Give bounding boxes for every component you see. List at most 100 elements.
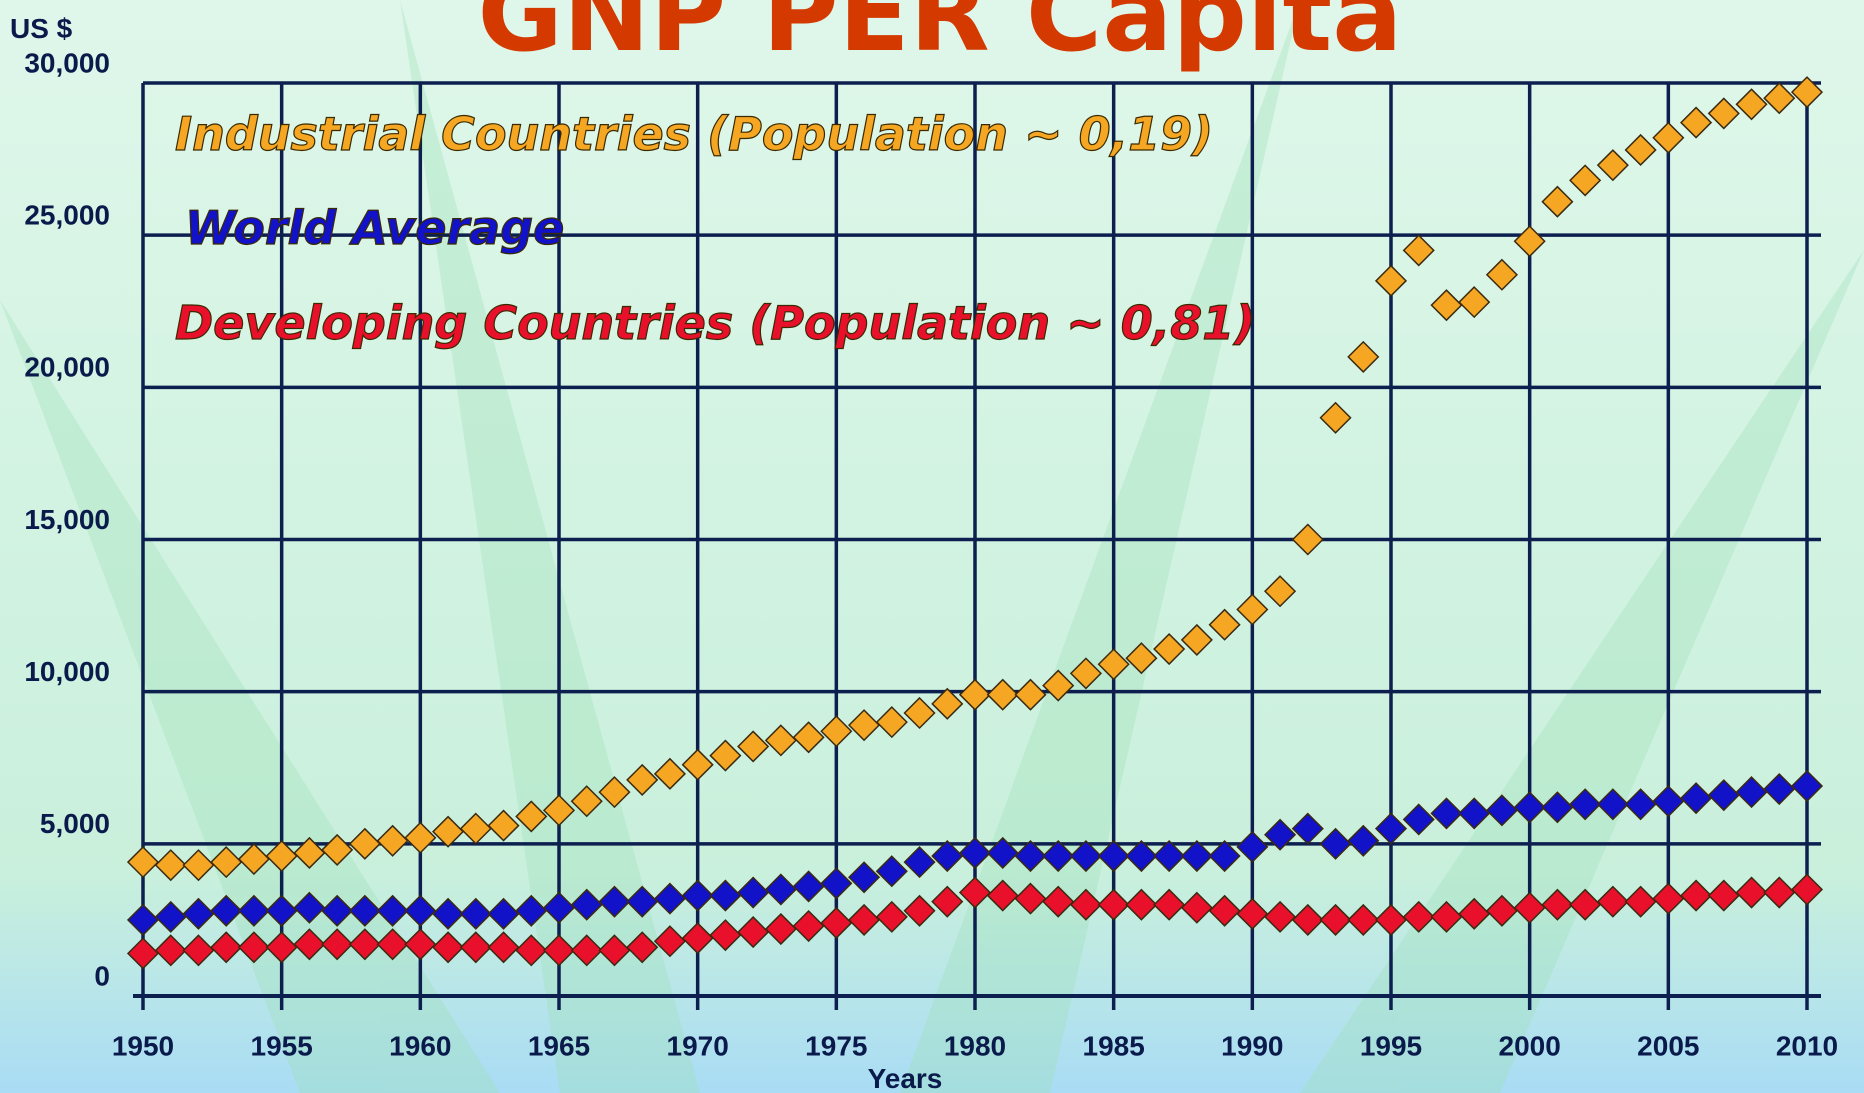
marker	[1707, 879, 1740, 912]
marker	[1430, 797, 1463, 830]
marker	[321, 894, 354, 927]
marker	[1153, 839, 1186, 873]
marker	[848, 861, 881, 894]
marker	[237, 894, 270, 927]
marker	[1735, 876, 1768, 909]
marker	[1125, 642, 1158, 675]
marker	[348, 894, 381, 927]
marker	[1458, 286, 1491, 319]
x-tick-label: 1960	[389, 1030, 451, 1061]
marker	[1042, 885, 1075, 918]
marker	[1180, 623, 1213, 656]
marker	[1264, 818, 1297, 851]
marker	[1596, 885, 1629, 918]
marker	[1180, 839, 1213, 873]
marker	[1014, 839, 1047, 873]
marker	[875, 900, 908, 933]
marker	[681, 748, 714, 781]
marker	[1680, 879, 1713, 912]
marker	[931, 687, 964, 720]
marker	[376, 894, 409, 927]
marker	[515, 800, 548, 833]
marker	[376, 928, 409, 961]
marker	[154, 900, 187, 933]
marker	[126, 846, 160, 879]
y-tick-label: 15,000	[24, 504, 110, 535]
marker	[459, 931, 492, 964]
marker	[1097, 839, 1130, 873]
y-tick-label: 5,000	[40, 808, 110, 839]
marker	[487, 931, 520, 964]
y-axis-label: US $	[10, 13, 73, 44]
marker	[1236, 897, 1269, 930]
y-tick-label: 25,000	[24, 200, 110, 231]
marker	[1652, 785, 1685, 818]
x-tick-label: 2010	[1776, 1030, 1838, 1061]
marker	[487, 897, 520, 930]
marker	[237, 842, 270, 876]
marker	[737, 730, 770, 763]
marker	[792, 909, 825, 943]
marker	[875, 706, 908, 739]
marker	[1541, 185, 1574, 218]
marker	[542, 934, 576, 967]
marker	[210, 894, 243, 927]
marker	[737, 876, 770, 909]
marker	[376, 824, 409, 857]
marker	[1735, 776, 1768, 809]
marker	[820, 867, 853, 900]
x-tick-label: 1975	[805, 1030, 867, 1061]
marker	[1430, 289, 1463, 322]
marker	[1208, 839, 1241, 873]
marker	[126, 937, 160, 970]
marker	[1485, 794, 1518, 827]
marker	[1291, 903, 1324, 936]
marker	[1097, 888, 1130, 921]
marker	[1402, 803, 1435, 836]
marker	[404, 928, 437, 961]
marker	[348, 928, 381, 961]
marker	[1014, 678, 1047, 711]
x-tick-label: 1995	[1360, 1030, 1422, 1061]
marker	[237, 931, 270, 964]
y-tick-label: 30,000	[24, 47, 110, 78]
x-tick-label: 1985	[1083, 1030, 1145, 1061]
marker	[764, 912, 797, 946]
marker	[931, 885, 964, 918]
marker	[1541, 791, 1574, 824]
marker	[1236, 830, 1269, 863]
x-axis-label: Years	[868, 1063, 943, 1093]
marker	[1069, 839, 1102, 873]
marker	[1513, 225, 1546, 258]
marker	[1485, 258, 1518, 291]
y-tick-label: 0	[94, 960, 110, 991]
marker	[626, 763, 659, 796]
marker	[931, 839, 964, 873]
marker	[570, 888, 603, 921]
marker	[265, 839, 298, 873]
marker	[1624, 788, 1657, 821]
marker	[598, 885, 631, 918]
marker	[820, 715, 853, 748]
marker	[1208, 894, 1241, 927]
marker	[1790, 873, 1824, 906]
marker	[210, 846, 243, 879]
marker	[210, 931, 243, 964]
marker	[126, 903, 160, 936]
marker	[1374, 903, 1408, 936]
marker	[598, 776, 631, 809]
marker	[875, 855, 908, 888]
marker	[737, 916, 770, 949]
marker	[1125, 888, 1158, 921]
marker	[1042, 669, 1075, 702]
marker	[986, 678, 1019, 711]
marker	[432, 897, 465, 930]
marker	[265, 931, 298, 964]
legend-label: World Average	[185, 201, 564, 255]
marker	[1042, 839, 1075, 873]
marker	[515, 894, 548, 927]
marker	[1596, 788, 1629, 821]
marker	[293, 928, 326, 961]
marker	[1374, 812, 1408, 845]
